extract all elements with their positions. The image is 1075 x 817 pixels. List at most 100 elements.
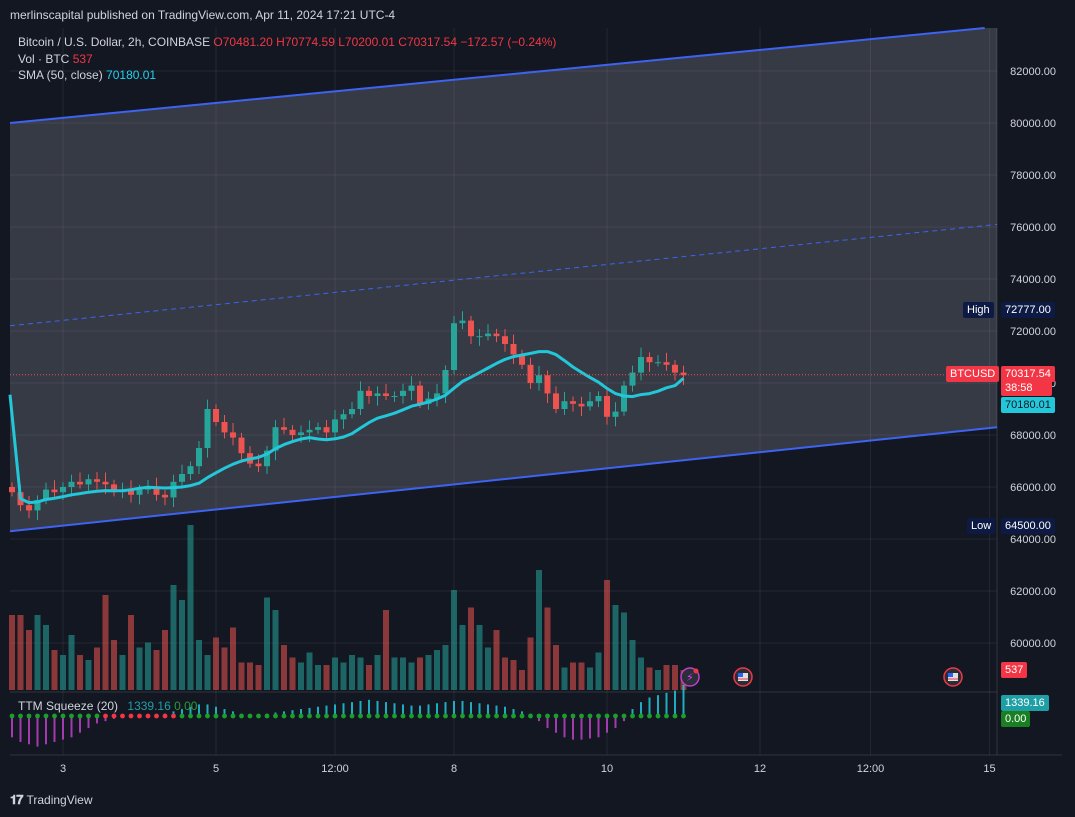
x-tick-label: 8 [451,763,457,775]
candle-body [680,372,687,376]
candle-body [536,375,542,383]
volume-bar [221,647,228,690]
volume-bar [68,635,75,690]
volume-bar [638,657,644,690]
squeeze-bar [342,703,345,717]
squeeze-dot [77,713,83,719]
volume-bar [213,637,219,690]
candle-body [9,487,15,493]
legend-ohlc-row[interactable]: Bitcoin / U.S. Dollar, 2h, COINBASE O704… [18,34,556,51]
squeeze-dot [188,713,193,719]
tradingview-brand[interactable]: 𝟏𝟕 TradingView [10,792,93,808]
volume-bar [383,610,389,690]
squeeze-bar [206,704,209,717]
squeeze-bar [359,700,362,717]
volume-bar [655,670,661,690]
squeeze-bar [11,716,13,738]
x-tick-label: 5 [213,763,219,775]
squeeze-dot [434,713,440,719]
squeeze-dot [128,713,134,719]
squeeze-bar [453,700,455,717]
candle-body [196,448,202,467]
volume-bar [425,655,432,690]
volume-bar [119,655,126,690]
candle-body [459,320,466,324]
channel-lower-line [9,426,998,533]
legend-symbol[interactable]: Bitcoin / U.S. Dollar, 2h, COINBASE [18,35,211,49]
volume-bar [510,660,517,690]
squeeze-bar [215,706,217,717]
squeeze-dot [638,713,644,719]
squeeze-dot [298,713,304,719]
candle-body [128,489,134,495]
candle-body [646,357,653,363]
squeeze-dot [307,713,312,719]
squeeze-dot [43,713,49,719]
candle-body [383,393,389,396]
squeeze-dot [222,713,227,719]
volume-bar [289,657,296,690]
squeeze-dot [281,713,287,719]
squeeze-bar [87,716,90,729]
legend-high: H70774.59 [276,35,335,49]
squeeze-bar [53,716,56,742]
squeeze-bar [478,703,481,717]
y-tick-label: 72000.00 [1010,326,1056,338]
squeeze-dot [528,713,533,719]
squeeze-bar [444,702,447,717]
y-tick-label: 66000.00 [1010,482,1056,494]
squeeze-bar [96,716,98,724]
candle-body [570,401,576,404]
squeeze-bar [580,716,583,740]
squeeze-bar [368,699,370,717]
squeeze-dot [604,713,610,719]
squeeze-dot [647,713,652,719]
legend-volume-row[interactable]: Vol · BTC 537 [18,51,556,68]
squeeze-bar [631,709,634,717]
squeeze-bar [665,692,668,717]
candle-body [485,333,491,337]
candle-body [357,390,364,409]
candle-body [451,323,457,370]
candle-body [408,385,415,391]
squeeze-bar [606,716,608,733]
volume-bar [493,630,500,690]
candle-body [612,411,619,417]
candle-body [510,344,517,355]
squeeze-bar [589,716,591,739]
squeeze-bar [62,716,64,740]
volume-bar [247,662,253,690]
candle-body [272,427,279,451]
volume-bar [340,662,347,690]
squeeze-bar [104,716,107,722]
squeeze-dot [630,713,635,719]
candle-body [638,357,644,373]
squeeze-dot [290,713,295,719]
high-tag-value: 72777.00 [1001,302,1055,318]
volume-bar [128,615,134,690]
channel-upper-line [9,27,985,124]
volume-bar [459,625,466,690]
candle-body [26,505,32,511]
candle-body [187,466,194,474]
squeeze-bar [189,706,192,717]
squeeze-dot [205,713,210,719]
volume-bar [264,597,270,690]
volume-bar [621,612,627,690]
squeeze-bar [546,716,549,729]
squeeze-dot [426,713,431,719]
squeeze-dot [596,713,601,719]
volume-bar [408,662,415,690]
volume-bar [77,655,83,690]
squeeze-dot [502,713,508,719]
squeeze-bar [181,709,183,717]
squeeze-dot [358,713,363,719]
squeeze-bar [223,709,226,717]
y-tick-label: 76000.00 [1010,222,1056,234]
squeeze-bar [45,716,47,745]
squeeze-legend[interactable]: TTM Squeeze (20) 1339.16 0.00 [18,699,197,713]
squeeze-zero-tag: 0.00 [1001,711,1031,727]
legend-sma-row[interactable]: SMA (50, close) 70180.01 [18,67,556,84]
candle-body [136,489,143,495]
